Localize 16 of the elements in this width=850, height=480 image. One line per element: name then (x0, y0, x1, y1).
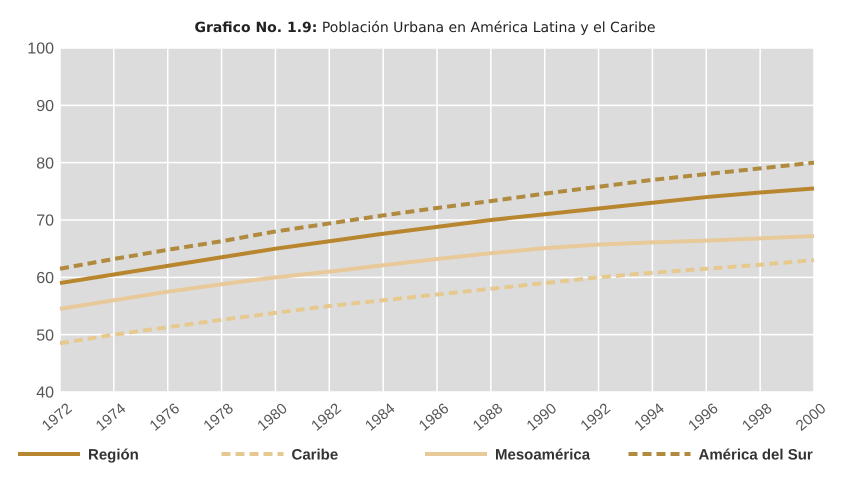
y-tick-label: 90 (36, 98, 54, 115)
line-series (58, 160, 816, 271)
legend-label: Región (88, 446, 139, 464)
line-series (58, 234, 816, 311)
y-tick-label: 70 (36, 212, 54, 230)
y-tick-label: 40 (36, 384, 54, 402)
y-tick-label: 100 (27, 40, 54, 58)
line-series (58, 186, 816, 286)
chart-title: Grafico No. 1.9: Población Urbana en América Latina y el Caribe (194, 20, 656, 36)
legend-label: Caribe (292, 446, 338, 464)
line-series (58, 258, 816, 346)
y-tick-label: 60 (36, 270, 54, 287)
legend-label: América del Sur (698, 446, 813, 464)
y-tick-label: 50 (36, 327, 54, 344)
legend-label: Mesoamérica (495, 446, 591, 464)
y-tick-label: 80 (36, 155, 54, 172)
